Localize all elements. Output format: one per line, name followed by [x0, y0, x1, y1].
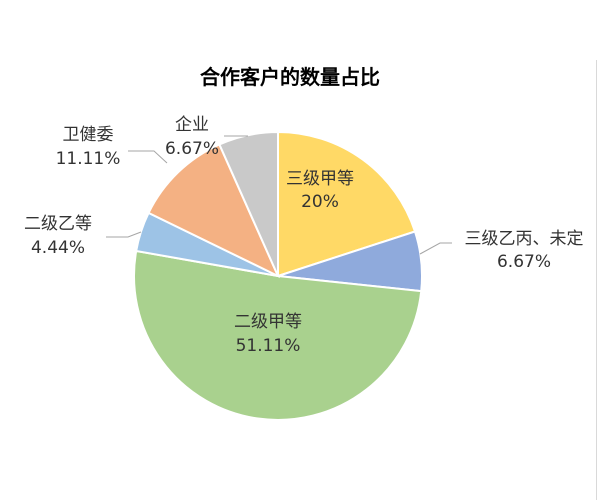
slice-3 [133, 249, 423, 421]
slice-labels: 三级甲等 20% 三级乙丙、未定 6.67% 二级甲等 51.11% 二级乙等 4.44% 卫健… [24, 115, 584, 356]
slice-5-leader-line [128, 150, 168, 164]
slice-2-value-label: 6.67% [497, 252, 551, 272]
slice-1-name-label: 三级甲等 [286, 169, 354, 189]
slice-6-value-label: 6.67% [165, 139, 219, 159]
pie-slices [133, 130, 423, 421]
slice-3-name-label: 二级甲等 [234, 312, 302, 332]
slice-4-leader-line [106, 231, 142, 238]
slice-4-value-label: 4.44% [31, 238, 85, 258]
slice-6 [218, 130, 279, 277]
slice-3-value-label: 51.11% [236, 336, 301, 356]
slice-2-name-label: 三级乙丙、未定 [465, 229, 584, 249]
slice-5 [147, 143, 281, 279]
slice-5-name-label: 卫健委 [63, 125, 114, 145]
slice-2-leader-line [419, 242, 452, 255]
slice-4-name-label: 二级乙等 [24, 214, 92, 234]
leader-lines [106, 135, 452, 255]
slice-1-value-label: 20% [301, 192, 339, 212]
chart-title: 合作客户的数量占比 [200, 65, 380, 89]
slice-6-name-label: 企业 [175, 115, 209, 135]
slice-1 [277, 130, 417, 278]
slice-5-value-label: 11.11% [56, 149, 121, 169]
